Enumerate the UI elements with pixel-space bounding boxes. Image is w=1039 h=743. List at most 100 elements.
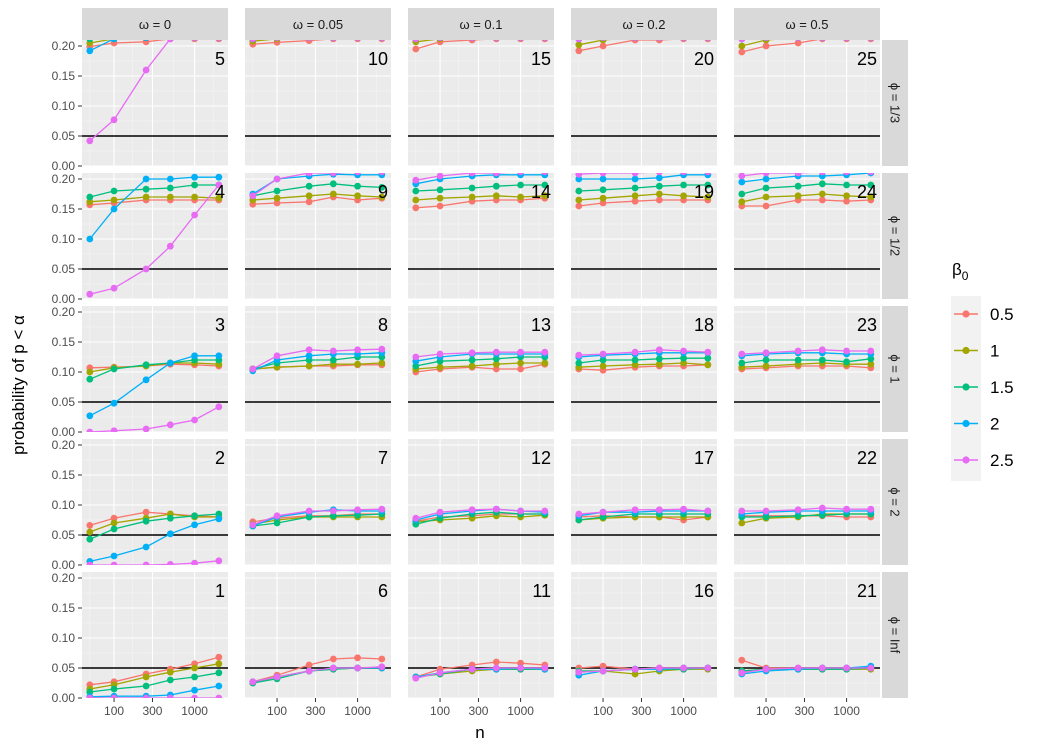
data-point xyxy=(378,184,386,191)
data-point xyxy=(436,186,444,194)
data-point xyxy=(329,664,337,672)
data-point xyxy=(110,514,118,522)
series-line xyxy=(252,513,382,527)
column-strip xyxy=(245,8,391,40)
data-point xyxy=(273,194,281,202)
data-point xyxy=(541,348,549,356)
data-point xyxy=(818,190,826,198)
data-point xyxy=(794,356,802,364)
data-point xyxy=(273,187,281,195)
x-tick-label: 100 xyxy=(756,704,776,718)
y-tick-label: 0.15 xyxy=(52,601,76,615)
column-strip-label: ω = 0.5 xyxy=(785,17,828,32)
series-line xyxy=(415,195,545,201)
legend-key-point xyxy=(962,346,970,355)
legend-title: β0 xyxy=(952,260,969,283)
data-point xyxy=(166,242,174,250)
data-point xyxy=(192,40,197,41)
panel-number: 25 xyxy=(857,49,877,69)
data-point xyxy=(86,535,94,543)
data-point xyxy=(518,40,523,41)
data-point xyxy=(517,181,524,189)
series-line xyxy=(741,173,812,177)
series-group xyxy=(249,654,386,687)
panel: 5 0.00 0.05 0.10 0.15 0.20 xyxy=(52,39,228,173)
x-tick-label: 1000 xyxy=(833,704,860,718)
data-point xyxy=(762,40,770,44)
data-point xyxy=(378,655,386,663)
data-point xyxy=(517,659,524,667)
data-point xyxy=(191,416,198,424)
data-point xyxy=(794,192,802,200)
data-point xyxy=(412,674,420,682)
data-point xyxy=(142,193,150,201)
data-point xyxy=(273,519,281,527)
panel-number: 8 xyxy=(378,315,388,335)
panel-number: 10 xyxy=(368,49,388,69)
data-point xyxy=(867,347,875,355)
series-line xyxy=(89,560,219,565)
series-line xyxy=(89,518,219,563)
row-strip xyxy=(882,439,908,565)
data-point xyxy=(86,198,94,206)
panel-number: 20 xyxy=(694,49,714,69)
series-group xyxy=(412,173,549,212)
data-point xyxy=(867,664,875,672)
data-point xyxy=(631,670,639,678)
data-point xyxy=(794,40,802,47)
series-group xyxy=(86,653,223,698)
data-point xyxy=(843,505,850,513)
column-strip-label: ω = 0.05 xyxy=(293,17,343,32)
data-point xyxy=(354,192,361,200)
series-group xyxy=(575,173,712,210)
data-point xyxy=(329,512,337,520)
data-point xyxy=(468,349,476,357)
x-tick-label: 100 xyxy=(593,704,613,718)
y-tick-label: 0.10 xyxy=(52,631,76,645)
data-point xyxy=(818,180,826,188)
data-point xyxy=(655,664,663,672)
data-point xyxy=(215,653,223,661)
data-point xyxy=(655,174,663,182)
series-group xyxy=(249,345,386,375)
data-point xyxy=(306,40,312,41)
panel-number: 19 xyxy=(694,182,714,202)
series-group xyxy=(575,662,712,679)
series-line xyxy=(89,40,114,52)
data-point xyxy=(437,40,443,41)
data-point xyxy=(819,173,826,176)
legend-label: 0.5 xyxy=(990,305,1014,324)
series-line xyxy=(741,362,871,368)
data-point xyxy=(680,173,687,176)
series-line xyxy=(415,508,545,519)
data-point xyxy=(86,235,94,243)
data-point xyxy=(142,175,150,183)
data-point xyxy=(378,173,386,176)
data-point xyxy=(762,665,770,673)
data-point xyxy=(354,173,361,176)
data-point xyxy=(631,184,639,192)
series-line xyxy=(252,196,382,205)
data-point xyxy=(215,403,223,411)
data-point xyxy=(655,182,663,190)
data-point xyxy=(705,40,711,41)
panel: 3 0.00 0.05 0.10 0.15 0.20 xyxy=(52,305,228,439)
series-line xyxy=(252,173,347,197)
data-point xyxy=(704,664,712,672)
data-point xyxy=(191,173,198,181)
series-line xyxy=(252,356,382,370)
data-point xyxy=(412,187,420,195)
data-point xyxy=(86,47,94,55)
data-point xyxy=(436,363,444,371)
data-point xyxy=(843,197,850,205)
data-point xyxy=(110,365,118,373)
x-tick-label: 1000 xyxy=(670,704,697,718)
series-line xyxy=(741,349,871,355)
x-tick-label: 100 xyxy=(430,704,450,718)
panel: 25 xyxy=(734,40,880,167)
data-point xyxy=(249,192,257,200)
series-group xyxy=(738,504,875,527)
row-strip xyxy=(882,572,908,698)
series-line xyxy=(741,358,871,364)
data-point xyxy=(575,173,583,178)
